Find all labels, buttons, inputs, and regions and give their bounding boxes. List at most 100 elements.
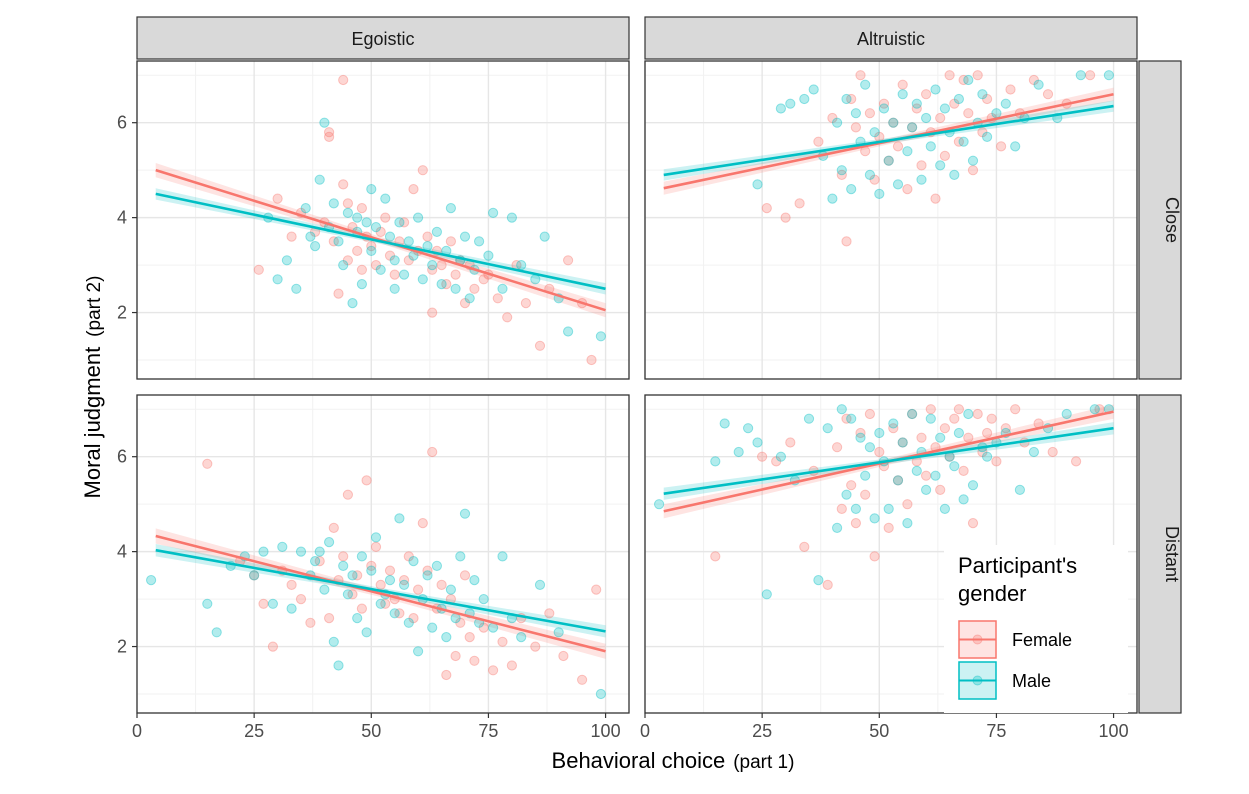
data-point-male [865, 443, 874, 452]
data-point-male [744, 424, 753, 433]
data-point-male [484, 251, 493, 260]
data-point-male [776, 452, 785, 461]
data-point-male [940, 504, 949, 513]
data-point-male [329, 199, 338, 208]
data-point-male [1062, 409, 1071, 418]
legend-label-male: Male [1012, 671, 1051, 691]
data-point-female [339, 75, 348, 84]
data-point-male [329, 637, 338, 646]
data-point-female [856, 71, 865, 80]
data-point-female [1072, 457, 1081, 466]
data-point-female [339, 552, 348, 561]
data-point-female [564, 256, 573, 265]
data-point-female [893, 142, 902, 151]
data-point-male [301, 204, 310, 213]
data-point-male [296, 547, 305, 556]
data-point-female [837, 504, 846, 513]
data-point-male [837, 166, 846, 175]
data-point-male [823, 424, 832, 433]
data-point-male [409, 557, 418, 566]
data-point-female [861, 490, 870, 499]
data-point-female [940, 151, 949, 160]
data-point-male [147, 576, 156, 585]
data-point-female [903, 185, 912, 194]
data-point-male [470, 576, 479, 585]
y-tick-label: 6 [117, 447, 127, 467]
data-point-female [762, 204, 771, 213]
data-point-male [259, 547, 268, 556]
data-point-female [531, 642, 540, 651]
data-point-male [753, 438, 762, 447]
data-point-male [371, 223, 380, 232]
data-point-female [446, 237, 455, 246]
data-point-male [376, 265, 385, 274]
strip-label-distant: Distant [1162, 526, 1182, 582]
data-point-female [334, 289, 343, 298]
data-point-female [423, 232, 432, 241]
x-axis-title: Behavioral choice (part 1) [552, 748, 795, 773]
data-point-male [931, 85, 940, 94]
data-point-male [432, 561, 441, 570]
data-point-male [357, 280, 366, 289]
data-point-male [428, 261, 437, 270]
data-point-female [922, 471, 931, 480]
data-point-male [531, 275, 540, 284]
data-point-male [931, 471, 940, 480]
panel-egoistic-distant [137, 395, 629, 713]
x-axis-title-suffix: (part 1) [733, 752, 794, 773]
data-point-female [451, 270, 460, 279]
data-point-male [1034, 80, 1043, 89]
data-point-female [940, 424, 949, 433]
data-point-male [507, 213, 516, 222]
data-point-female [259, 599, 268, 608]
data-point-female [968, 519, 977, 528]
y-axis-title-main: Moral judgment [80, 347, 105, 499]
x-tick-label: 50 [869, 721, 889, 741]
data-point-male [1104, 71, 1113, 80]
data-point-female [545, 609, 554, 618]
data-point-male [357, 552, 366, 561]
data-point-female [451, 651, 460, 660]
data-point-male [992, 109, 1001, 118]
data-point-female [917, 433, 926, 442]
data-point-male [475, 237, 484, 246]
data-point-female [428, 447, 437, 456]
data-point-female [357, 204, 366, 213]
data-point-male [917, 175, 926, 184]
data-point-male [804, 414, 813, 423]
data-point-male [940, 104, 949, 113]
data-point-male [809, 85, 818, 94]
data-point-female [954, 405, 963, 414]
data-point-female [917, 161, 926, 170]
data-point-male [1029, 447, 1038, 456]
data-point-female [203, 459, 212, 468]
data-point-female [287, 580, 296, 589]
legend-label-female: Female [1012, 630, 1072, 650]
data-point-male [456, 552, 465, 561]
row-strip-close: Close [1139, 61, 1182, 379]
data-point-male [954, 428, 963, 437]
data-point-male [875, 428, 884, 437]
data-point-male [889, 419, 898, 428]
data-point-female [409, 185, 418, 194]
data-point-female [851, 519, 860, 528]
legend-title-line1: Participant's [958, 553, 1077, 578]
legend-key-female [959, 621, 996, 658]
data-point-male [273, 275, 282, 284]
data-point-male [870, 128, 879, 137]
data-point-female [1048, 447, 1057, 456]
data-point-female [1011, 405, 1020, 414]
data-point-male [926, 414, 935, 423]
data-point-male [437, 280, 446, 289]
legend-title-line2: gender [958, 581, 1027, 606]
data-point-male [315, 547, 324, 556]
data-point-male [922, 113, 931, 122]
data-point-male [837, 405, 846, 414]
y-tick-label: 4 [117, 542, 127, 562]
data-point-male [898, 90, 907, 99]
legend-key-male [959, 662, 996, 699]
data-point-female [903, 500, 912, 509]
data-point-female [470, 656, 479, 665]
data-point-male [376, 599, 385, 608]
data-point-female [898, 80, 907, 89]
